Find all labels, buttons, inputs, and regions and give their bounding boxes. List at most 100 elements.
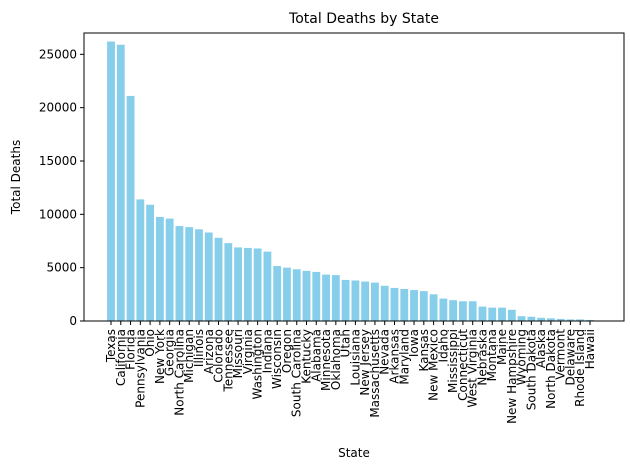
x-tick-label: Virginia: [241, 329, 255, 374]
bar-north-dakota: [546, 318, 555, 321]
x-tick-label: Vermont: [554, 329, 568, 380]
bar-montana: [488, 307, 497, 321]
bar-virginia: [243, 247, 252, 321]
bar-alaska: [537, 317, 546, 321]
bar-tennessee: [224, 243, 233, 321]
x-tick-label: Montana: [485, 329, 499, 381]
x-tick-label: California: [114, 329, 128, 386]
x-tick-label: Mississippi: [446, 329, 460, 393]
x-tick-label: South Dakota: [524, 329, 538, 410]
bar-wyoming: [517, 316, 526, 321]
bar-massachusetts: [371, 282, 379, 321]
bar-missouri: [234, 247, 242, 321]
x-tick-label: North Dakota: [544, 329, 558, 409]
bar-louisiana: [351, 280, 360, 321]
x-tick-label: Iowa: [407, 329, 421, 357]
bar-illinois: [195, 229, 203, 321]
bar-new-hampshire: [507, 309, 516, 321]
bar-colorado: [214, 237, 223, 321]
x-tick-label: Georgia: [163, 329, 177, 376]
y-tick-label: 0: [69, 314, 77, 328]
y-axis-label: Total Deaths: [9, 140, 23, 215]
bar-kentucky: [302, 270, 311, 321]
bar-rhode-island: [576, 319, 585, 321]
bar-arizona: [204, 232, 213, 321]
x-tick-label: Michigan: [182, 329, 196, 383]
x-tick-label: Wisconsin: [270, 329, 284, 389]
bar-south-dakota: [527, 316, 536, 321]
bars: [107, 41, 594, 322]
x-tick-label: Arkansas: [387, 329, 401, 384]
x-tick-label: New Hampshire: [505, 329, 519, 424]
bar-oregon: [283, 267, 291, 321]
bar-michigan: [185, 227, 194, 321]
x-tick-label: Louisiana: [348, 329, 362, 386]
bar-nebraska: [478, 306, 487, 321]
bar-georgia: [165, 218, 174, 321]
bar-wisconsin: [273, 266, 282, 321]
x-tick-label: West Virginia: [466, 329, 480, 408]
x-axis-ticks: TexasCaliforniaFloridaPennsylvaniaOhioNe…: [104, 321, 597, 424]
bar-indiana: [263, 251, 272, 321]
x-tick-label: Florida: [124, 329, 138, 370]
y-tick-label: 25000: [39, 47, 77, 61]
y-tick-label: 15000: [39, 154, 77, 168]
bar-hawaii: [586, 319, 594, 321]
plot-frame: [83, 32, 625, 322]
x-tick-label: Arizona: [202, 329, 216, 374]
x-tick-label: Tennessee: [221, 329, 235, 393]
x-tick-label: Texas: [104, 329, 118, 363]
x-tick-label: Nevada: [378, 329, 392, 375]
x-tick-label: Massachusetts: [368, 329, 382, 418]
x-tick-label: Connecticut: [456, 329, 470, 401]
x-tick-label: Oklahoma: [329, 329, 343, 390]
bar-iowa: [410, 290, 418, 321]
x-tick-label: Ohio: [143, 329, 157, 357]
x-tick-label: North Carolina: [172, 329, 186, 416]
x-tick-label: Illinois: [192, 329, 206, 367]
x-tick-label: Maine: [495, 329, 509, 365]
bar-connecticut: [459, 301, 467, 321]
bar-minnesota: [322, 274, 330, 321]
x-tick-label: Hawaii: [583, 329, 597, 369]
x-axis-label: State: [338, 446, 370, 460]
bar-mississippi: [449, 300, 458, 321]
y-tick-label: 10000: [39, 207, 77, 221]
x-tick-label: Washington: [251, 329, 265, 400]
bar-ohio: [146, 204, 155, 321]
bar-new-mexico: [429, 294, 438, 321]
x-tick-label: Kentucky: [300, 329, 314, 384]
x-tick-label: Oregon: [280, 329, 294, 373]
bar-idaho: [439, 298, 448, 321]
bar-new-jersey: [361, 281, 370, 321]
bar-new-york: [155, 217, 164, 321]
bar-vermont: [556, 318, 565, 321]
x-tick-label: Kansas: [417, 329, 431, 371]
bar-maine: [498, 307, 506, 321]
bar-california: [116, 44, 125, 321]
x-tick-label: Wyoming: [515, 329, 529, 385]
bar-west-virginia: [468, 301, 477, 321]
bar-nevada: [380, 285, 389, 321]
x-tick-label: Idaho: [436, 329, 450, 362]
bar-maryland: [400, 289, 409, 321]
x-tick-label: South Carolina: [290, 329, 304, 417]
bar-washington: [253, 248, 262, 321]
y-tick-label: 20000: [39, 101, 77, 115]
bar-arkansas: [390, 287, 399, 321]
x-tick-label: Minnesota: [319, 329, 333, 391]
x-tick-label: Alaska: [534, 329, 548, 368]
x-tick-label: Indiana: [260, 329, 274, 373]
bar-pennsylvania: [136, 199, 145, 321]
x-tick-label: New York: [153, 329, 167, 384]
x-tick-label: Utah: [339, 329, 353, 357]
bar-delaware: [566, 319, 575, 321]
bar-north-carolina: [175, 226, 184, 321]
bar-alabama: [312, 271, 321, 321]
bar-south-carolina: [292, 269, 301, 321]
chart-title: Total Deaths by State: [288, 11, 439, 27]
x-tick-label: Delaware: [563, 329, 577, 386]
x-tick-label: Pennsylvania: [133, 329, 147, 408]
bar-utah: [341, 279, 350, 321]
